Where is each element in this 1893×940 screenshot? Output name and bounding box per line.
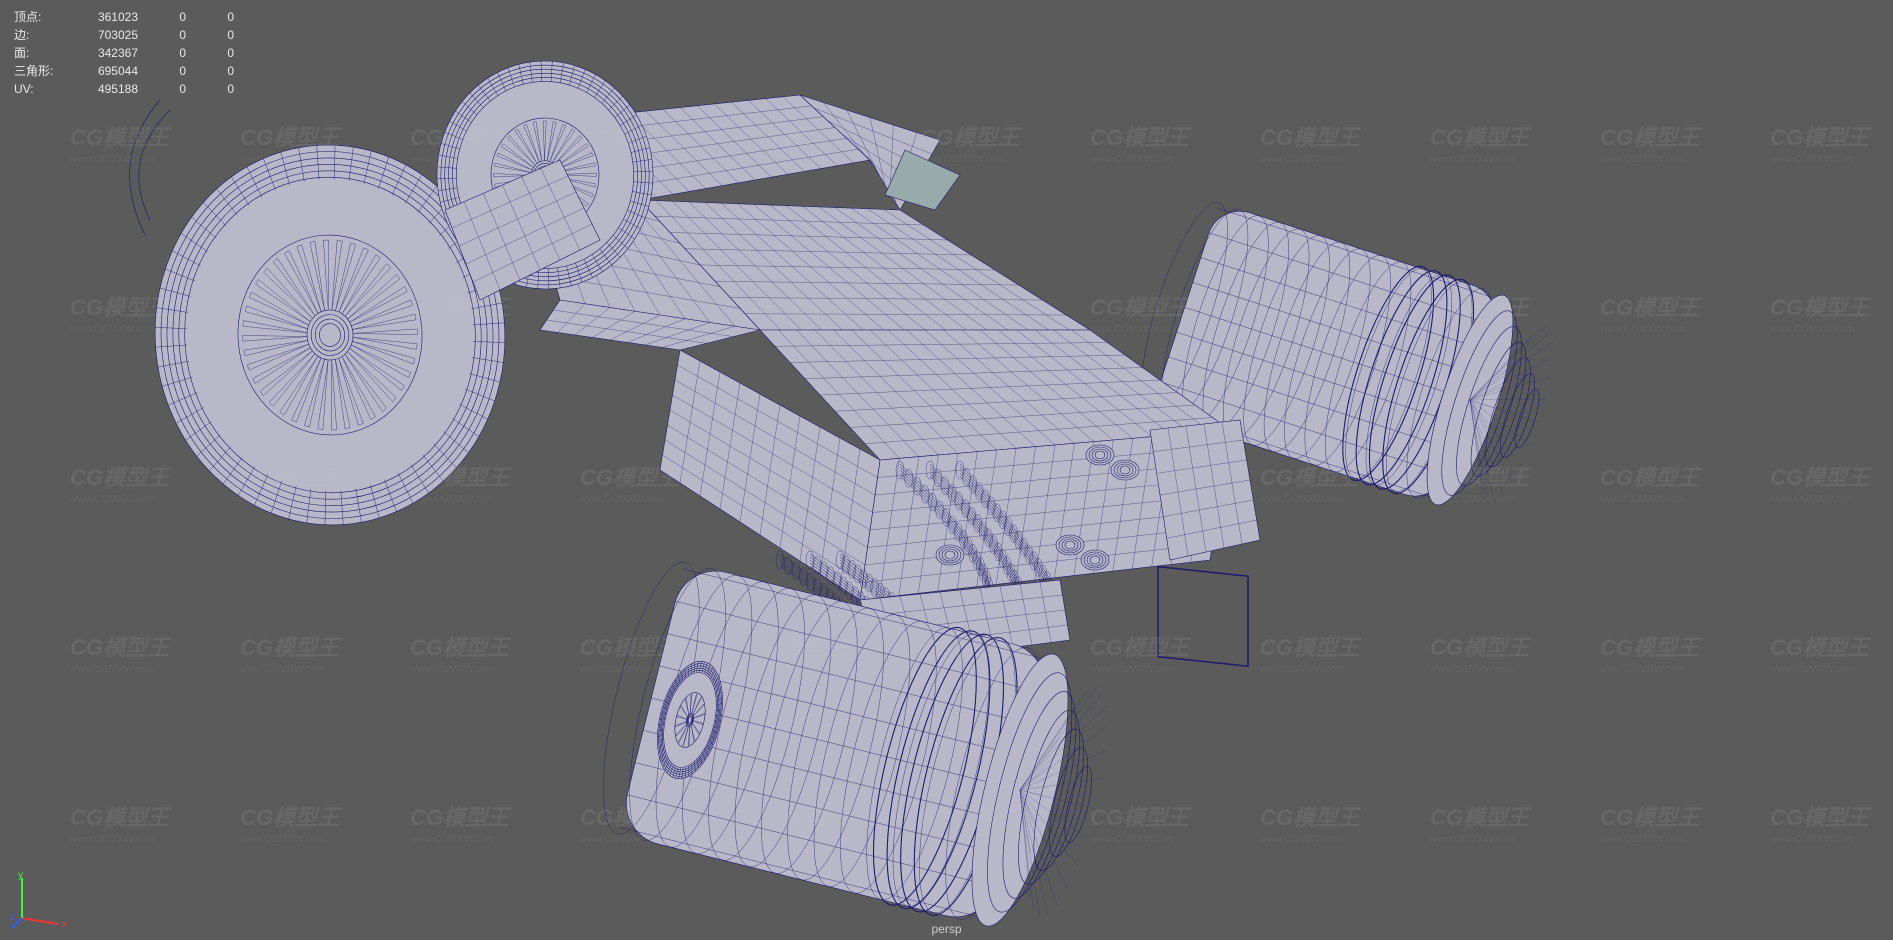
- axis-z-label: z: [10, 912, 15, 923]
- polycount-hud: 顶点: 361023 0 0 边: 703025 0 0 面: 342367 0…: [14, 8, 234, 98]
- model-wireframe[interactable]: [0, 0, 1893, 940]
- viewport[interactable]: 顶点: 361023 0 0 边: 703025 0 0 面: 342367 0…: [0, 0, 1893, 940]
- hud-row-uvs: UV: 495188 0 0: [14, 80, 234, 98]
- hud-label: 顶点:: [14, 8, 70, 26]
- hud-value: 703025: [70, 26, 138, 44]
- hud-value: 0: [186, 62, 234, 80]
- hud-value: 0: [138, 62, 186, 80]
- hud-value: 0: [186, 8, 234, 26]
- hud-label: UV:: [14, 80, 70, 98]
- hud-label: 面:: [14, 44, 70, 62]
- hud-value: 0: [138, 44, 186, 62]
- axis-gizmo[interactable]: x y z: [10, 870, 70, 930]
- axis-x: [22, 918, 58, 924]
- hud-label: 三角形:: [14, 62, 70, 80]
- hud-label: 边:: [14, 26, 70, 44]
- hud-value: 342367: [70, 44, 138, 62]
- hud-value: 0: [138, 80, 186, 98]
- hud-row-faces: 面: 342367 0 0: [14, 44, 234, 62]
- hud-row-tris: 三角形: 695044 0 0: [14, 62, 234, 80]
- hud-value: 495188: [70, 80, 138, 98]
- hud-value: 0: [186, 26, 234, 44]
- hud-value: 695044: [70, 62, 138, 80]
- hud-row-verts: 顶点: 361023 0 0: [14, 8, 234, 26]
- camera-label: persp: [931, 922, 961, 936]
- axis-y-label: y: [18, 870, 23, 881]
- hud-value: 0: [138, 8, 186, 26]
- hud-row-edges: 边: 703025 0 0: [14, 26, 234, 44]
- hud-value: 0: [186, 80, 234, 98]
- hud-value: 0: [186, 44, 234, 62]
- axis-x-label: x: [62, 919, 67, 930]
- hud-value: 361023: [70, 8, 138, 26]
- hud-value: 0: [138, 26, 186, 44]
